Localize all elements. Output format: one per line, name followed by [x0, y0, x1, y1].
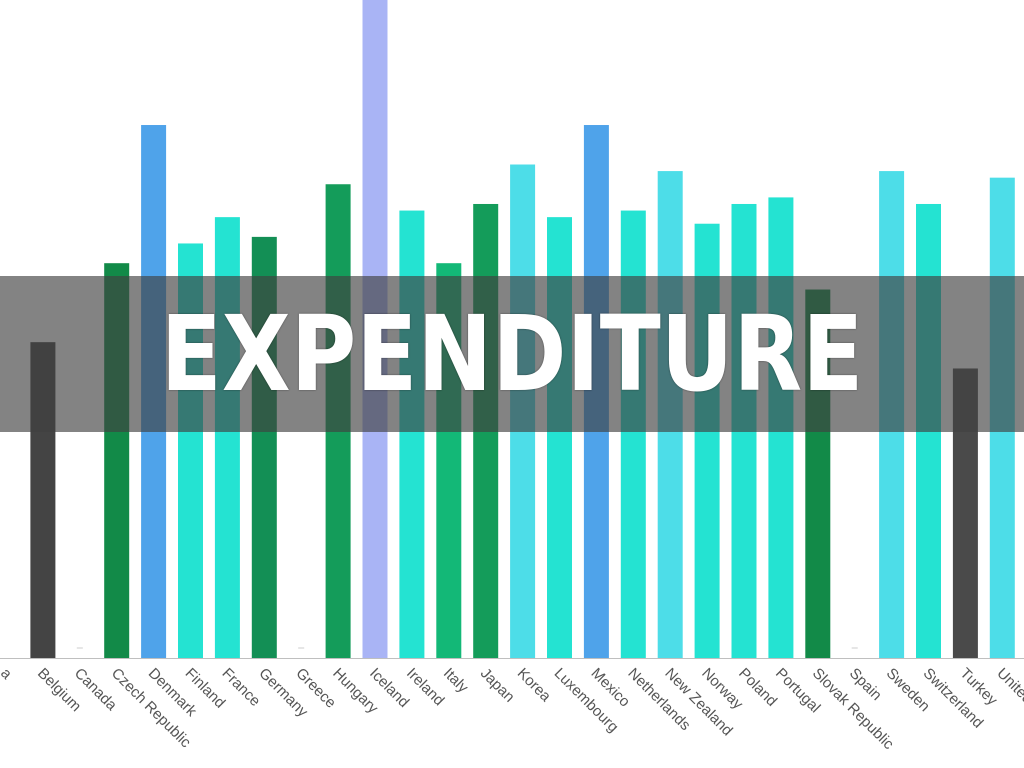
x-tick-label: Ireland — [403, 665, 447, 709]
x-tick-label: a — [0, 665, 16, 683]
x-tick-label: Italy — [440, 665, 472, 697]
x-tick-label: France — [219, 665, 264, 710]
banner-title: EXPENDITURE — [160, 293, 864, 415]
x-tick-label: United Kingdom — [993, 665, 1024, 752]
title-banner — [0, 276, 1024, 432]
x-tick-label: Korea — [514, 665, 555, 706]
x-tick-label: Japan — [477, 665, 518, 706]
